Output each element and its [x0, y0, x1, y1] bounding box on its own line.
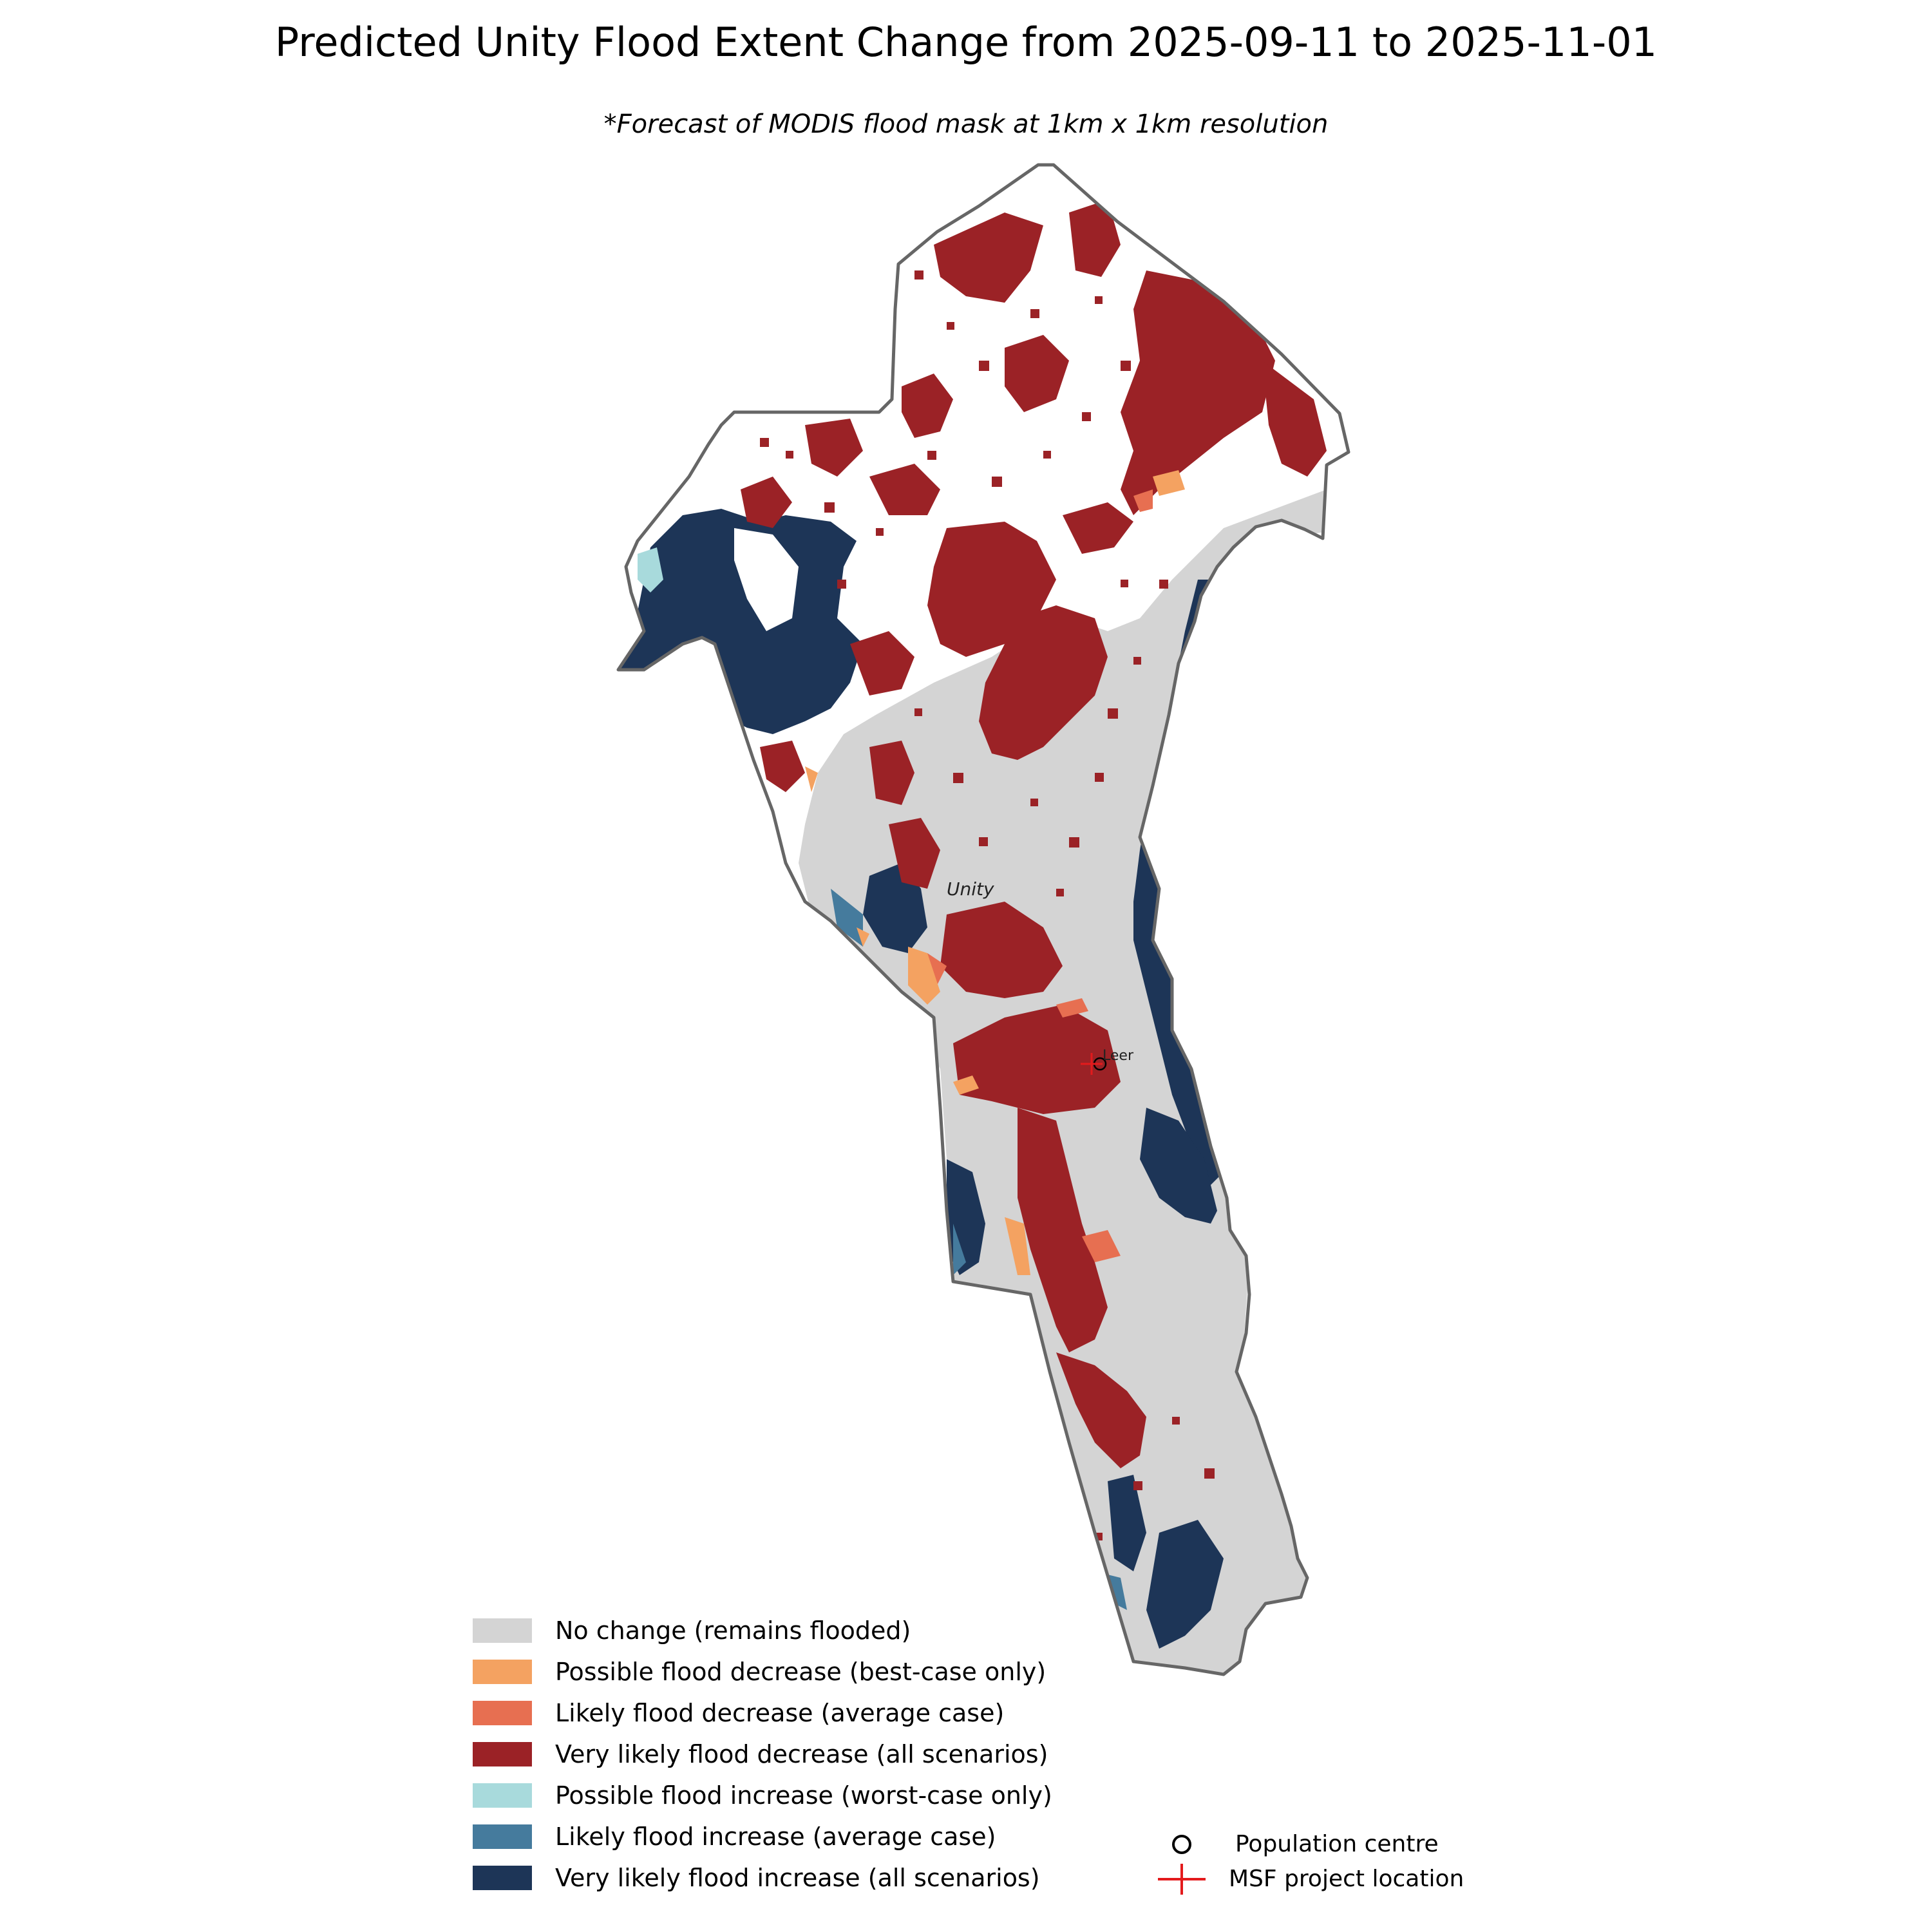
legend-item-no-change: No change (remains flooded): [473, 1615, 911, 1646]
place-label-leer: Leer: [1103, 1048, 1134, 1064]
non-flooded-pocket-nw: [663, 528, 799, 721]
legend-swatch: [473, 1742, 532, 1766]
legend-item-likely-increase: Likely flood increase (average case): [473, 1821, 996, 1852]
legend-item-likely-decrease: Likely flood decrease (average case): [473, 1698, 1004, 1728]
legend-label: No change (remains flooded): [555, 1616, 911, 1645]
circle-outline-icon: [1172, 1835, 1191, 1854]
legend-item-possible-increase: Possible flood increase (worst-case only…: [473, 1780, 1052, 1811]
msf-project-marker: [1081, 1053, 1103, 1075]
zone-very-likely-decrease: [741, 200, 1327, 1468]
legend-label: Population centre: [1235, 1831, 1439, 1857]
legend-item-msf-project: MSF project location: [1158, 1864, 1464, 1895]
map-subtitle: *Forecast of MODIS flood mask at 1km x 1…: [603, 109, 1329, 139]
zone-very-likely-increase-south: [1108, 1475, 1224, 1649]
zone-very-likely-increase-west: [863, 863, 927, 953]
legend-label: Possible flood decrease (best-case only): [555, 1658, 1046, 1686]
legend-label: Possible flood increase (worst-case only…: [555, 1781, 1052, 1810]
legend-item-possible-decrease: Possible flood decrease (best-case only): [473, 1656, 1046, 1687]
place-label-unity: Unity: [947, 878, 994, 900]
legend-swatch: [473, 1618, 532, 1643]
legend-swatch: [473, 1824, 532, 1849]
map-title: Predicted Unity Flood Extent Change from…: [274, 19, 1658, 66]
legend-item-population-centre: Population centre: [1158, 1829, 1439, 1860]
legend-item-very-likely-increase: Very likely flood increase (all scenario…: [473, 1862, 1040, 1893]
legend-item-very-likely-decrease: Very likely flood decrease (all scenario…: [473, 1739, 1048, 1770]
legend-label: Very likely flood increase (all scenario…: [555, 1864, 1040, 1892]
legend-swatch: [473, 1701, 532, 1725]
legend-label: MSF project location: [1229, 1866, 1464, 1892]
legend-label: Likely flood decrease (average case): [555, 1699, 1005, 1727]
legend-label: Likely flood increase (average case): [555, 1823, 996, 1851]
red-cross-icon: [1158, 1864, 1206, 1895]
legend-swatch: [473, 1866, 532, 1890]
legend-swatch: [473, 1783, 532, 1808]
unity-boundary: [616, 163, 1350, 1676]
legend-label: Very likely flood decrease (all scenario…: [555, 1740, 1048, 1768]
zone-possible-increase: [638, 547, 683, 721]
legend-swatch: [473, 1660, 532, 1684]
zone-very-likely-increase-river-south: [1140, 1108, 1217, 1224]
